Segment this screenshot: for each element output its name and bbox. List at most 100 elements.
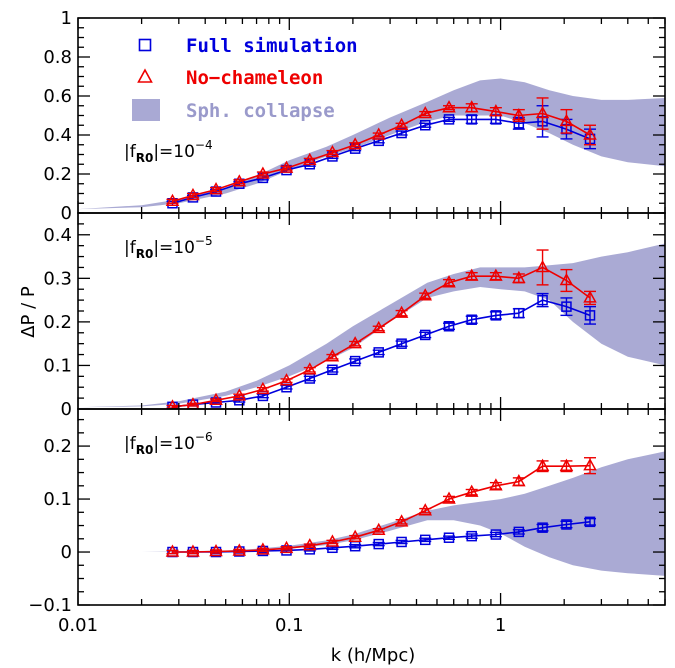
no-chameleon-point	[348, 529, 362, 542]
panel-1-plot-area	[78, 78, 665, 210]
no-chameleon-point	[279, 160, 294, 173]
full-simulation-point	[537, 522, 548, 533]
no-chameleon-point	[209, 543, 223, 557]
full-simulation-point	[443, 114, 455, 125]
no-chameleon-point	[535, 105, 550, 119]
no-chameleon-point	[394, 305, 409, 318]
legend-swatch-sph-collapse	[132, 99, 160, 121]
full-simulation-point	[466, 530, 477, 542]
no-chameleon-point	[232, 174, 247, 187]
y-tick-label: 0	[61, 542, 72, 563]
legend-label-sph-collapse: Sph. collapse	[186, 100, 335, 122]
legend-marker-no-chameleon	[137, 68, 153, 83]
no-chameleon-point	[559, 272, 574, 286]
no-chameleon-point	[165, 544, 180, 557]
no-chameleon-point	[559, 458, 574, 471]
full-simulation-point	[396, 338, 407, 349]
y-tick-label: 1	[61, 8, 72, 29]
y-tick-label: 0	[61, 399, 72, 420]
no-chameleon-point	[232, 543, 247, 556]
param-exponent: −6	[195, 430, 213, 444]
y-tick-label: 0.2	[43, 164, 72, 185]
param-prefix: |f	[124, 434, 137, 454]
no-chameleon-point	[464, 484, 479, 497]
no-chameleon-point	[256, 381, 270, 395]
y-tick-label: 0.8	[43, 47, 72, 68]
y-tick-label: 0.1	[43, 355, 72, 376]
full-simulation-point	[537, 294, 548, 306]
y-tick-label: 0.4	[43, 125, 72, 146]
no-chameleon-point	[371, 522, 386, 536]
y-tick-label: 0.6	[43, 86, 72, 107]
full-simulation-point	[443, 320, 455, 332]
no-chameleon-point	[512, 107, 526, 121]
full-simulation-point	[373, 538, 384, 550]
full-simulation-point	[349, 355, 361, 367]
legend-label-no-chameleon: No−chameleon	[186, 67, 323, 89]
no-chameleon-point	[279, 540, 294, 554]
y-tick-label: 0.2	[43, 312, 72, 333]
full-simulation-point	[513, 526, 525, 538]
y-tick-label: 0.3	[43, 268, 72, 289]
full-simulation-point	[466, 314, 477, 325]
no-chameleon-point	[302, 362, 317, 375]
panel-1-parameter-label: |fR0|=10−4	[124, 138, 213, 165]
full-simulation-point	[373, 347, 384, 358]
no-chameleon-point	[489, 104, 503, 117]
param-prefix: |f	[124, 238, 137, 258]
no-chameleon-point	[371, 320, 386, 334]
sph-collapse-band	[78, 243, 665, 408]
full-simulation-point	[396, 536, 407, 548]
x-tick-label: 0.01	[58, 615, 98, 636]
param-subscript: R0	[136, 151, 154, 165]
no-chameleon-point	[256, 542, 270, 555]
no-chameleon-point	[186, 187, 200, 201]
y-tick-label: 0.2	[43, 436, 72, 457]
y-tick-label: 0	[61, 203, 72, 224]
full-simulation-point	[327, 364, 338, 376]
panel-2-parameter-label: |fR0|=10−5	[124, 234, 213, 261]
no-chameleon-point	[325, 144, 340, 158]
param-subscript: R0	[136, 247, 154, 261]
full-simulation-point	[490, 310, 502, 321]
no-chameleon-point	[489, 478, 503, 491]
full-simulation-point	[419, 534, 431, 546]
no-chameleon-point	[209, 182, 223, 195]
x-tick-label: 0.1	[275, 615, 304, 636]
no-chameleon-point	[512, 270, 526, 284]
param-exponent: −4	[195, 138, 213, 152]
no-chameleon-point	[371, 127, 386, 140]
full-simulation-point	[513, 307, 525, 319]
param-subscript: R0	[136, 443, 154, 457]
legend: Full simulation No−chameleon Sph. collap…	[132, 35, 358, 122]
no-chameleon-point	[186, 544, 200, 557]
panel-3-plot-area	[78, 451, 665, 576]
no-chameleon-point	[442, 275, 456, 288]
sph-collapse-band	[78, 451, 665, 576]
no-chameleon-point	[165, 193, 180, 207]
full-simulation-point	[466, 114, 477, 125]
param-suffix: |=10	[153, 434, 195, 454]
no-chameleon-point	[167, 399, 178, 409]
no-chameleon-point	[394, 514, 409, 527]
panel-1: 0 0.2 0.4 0.6 0.8 1 |fR0|=10−4	[43, 8, 666, 224]
legend-label-full-simulation: Full simulation	[186, 35, 358, 57]
no-chameleon-point	[418, 503, 433, 516]
full-simulation-point	[584, 516, 596, 528]
full-simulation-point	[443, 532, 455, 543]
no-chameleon-point	[209, 392, 223, 406]
full-simulation-point	[490, 529, 502, 540]
no-chameleon-point	[302, 538, 317, 551]
param-exponent: −5	[195, 234, 213, 248]
no-chameleon-point	[418, 288, 433, 301]
panel-3: −0.1 0 0.1 0.2 |fR0|=10−6	[28, 408, 666, 616]
chart-panels: 00.20.40.60.81|fR0|=10−400.10.20.30.4|fR…	[28, 8, 666, 636]
panel-2: 0 0.1 0.2 0.3 0.4 |fR0|=10−5	[43, 212, 666, 420]
no-chameleon-point	[535, 259, 550, 273]
param-prefix: |f	[124, 142, 137, 162]
full-simulation-point	[584, 310, 596, 321]
no-chameleon-point	[348, 137, 362, 150]
no-chameleon-point	[535, 458, 550, 471]
full-simulation-point	[561, 519, 572, 530]
full-simulation-point	[561, 301, 572, 312]
